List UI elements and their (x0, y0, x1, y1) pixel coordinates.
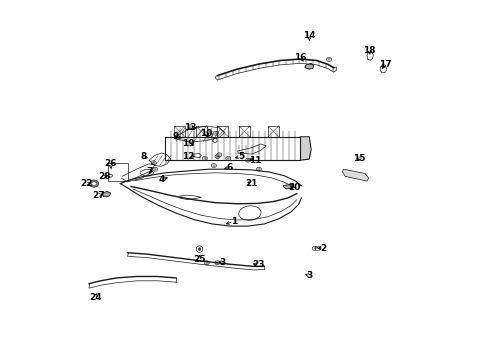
Ellipse shape (202, 156, 207, 161)
Ellipse shape (212, 138, 217, 143)
Ellipse shape (215, 155, 220, 159)
Text: 6: 6 (226, 163, 233, 172)
Polygon shape (305, 63, 313, 69)
Ellipse shape (208, 133, 212, 137)
Ellipse shape (326, 57, 331, 62)
Ellipse shape (211, 163, 216, 167)
Bar (108, 163, 128, 181)
Text: 11: 11 (248, 156, 261, 165)
Ellipse shape (196, 246, 203, 252)
Ellipse shape (315, 246, 320, 251)
Polygon shape (342, 169, 368, 181)
Ellipse shape (198, 248, 201, 251)
Ellipse shape (89, 180, 99, 187)
Text: 23: 23 (252, 260, 264, 269)
Text: 1: 1 (230, 217, 236, 226)
Text: 3: 3 (219, 258, 225, 267)
Ellipse shape (245, 158, 250, 162)
Text: 4: 4 (158, 175, 164, 184)
Text: 17: 17 (378, 60, 390, 69)
Text: 15: 15 (353, 154, 365, 163)
Text: 19: 19 (182, 139, 195, 148)
Text: 13: 13 (184, 123, 196, 132)
Text: 5: 5 (237, 152, 244, 161)
Ellipse shape (187, 125, 193, 129)
Text: 10: 10 (200, 129, 212, 138)
Polygon shape (102, 192, 110, 197)
Ellipse shape (213, 131, 218, 135)
Text: 28: 28 (98, 172, 110, 181)
Text: 26: 26 (104, 159, 117, 168)
Ellipse shape (256, 167, 261, 171)
Ellipse shape (238, 206, 261, 220)
Text: 16: 16 (293, 53, 306, 62)
Text: 14: 14 (303, 31, 315, 40)
Text: 3: 3 (305, 271, 312, 280)
Text: 2: 2 (320, 244, 326, 253)
Ellipse shape (225, 156, 230, 161)
Ellipse shape (215, 261, 220, 265)
Text: 18: 18 (363, 46, 375, 55)
Ellipse shape (311, 246, 317, 251)
Text: 21: 21 (245, 179, 258, 188)
Text: 7: 7 (145, 166, 152, 175)
Ellipse shape (91, 182, 96, 185)
Text: 24: 24 (89, 292, 101, 302)
Text: 8: 8 (140, 152, 146, 161)
Text: 25: 25 (193, 255, 205, 264)
Text: 27: 27 (92, 191, 105, 199)
Text: 9: 9 (173, 132, 179, 141)
Ellipse shape (152, 167, 158, 171)
Text: 12: 12 (182, 152, 195, 161)
Text: 22: 22 (80, 179, 92, 188)
Text: 20: 20 (288, 183, 301, 192)
Ellipse shape (151, 161, 156, 165)
Ellipse shape (204, 261, 209, 265)
Polygon shape (283, 184, 294, 189)
Ellipse shape (108, 174, 112, 177)
Ellipse shape (216, 153, 222, 157)
